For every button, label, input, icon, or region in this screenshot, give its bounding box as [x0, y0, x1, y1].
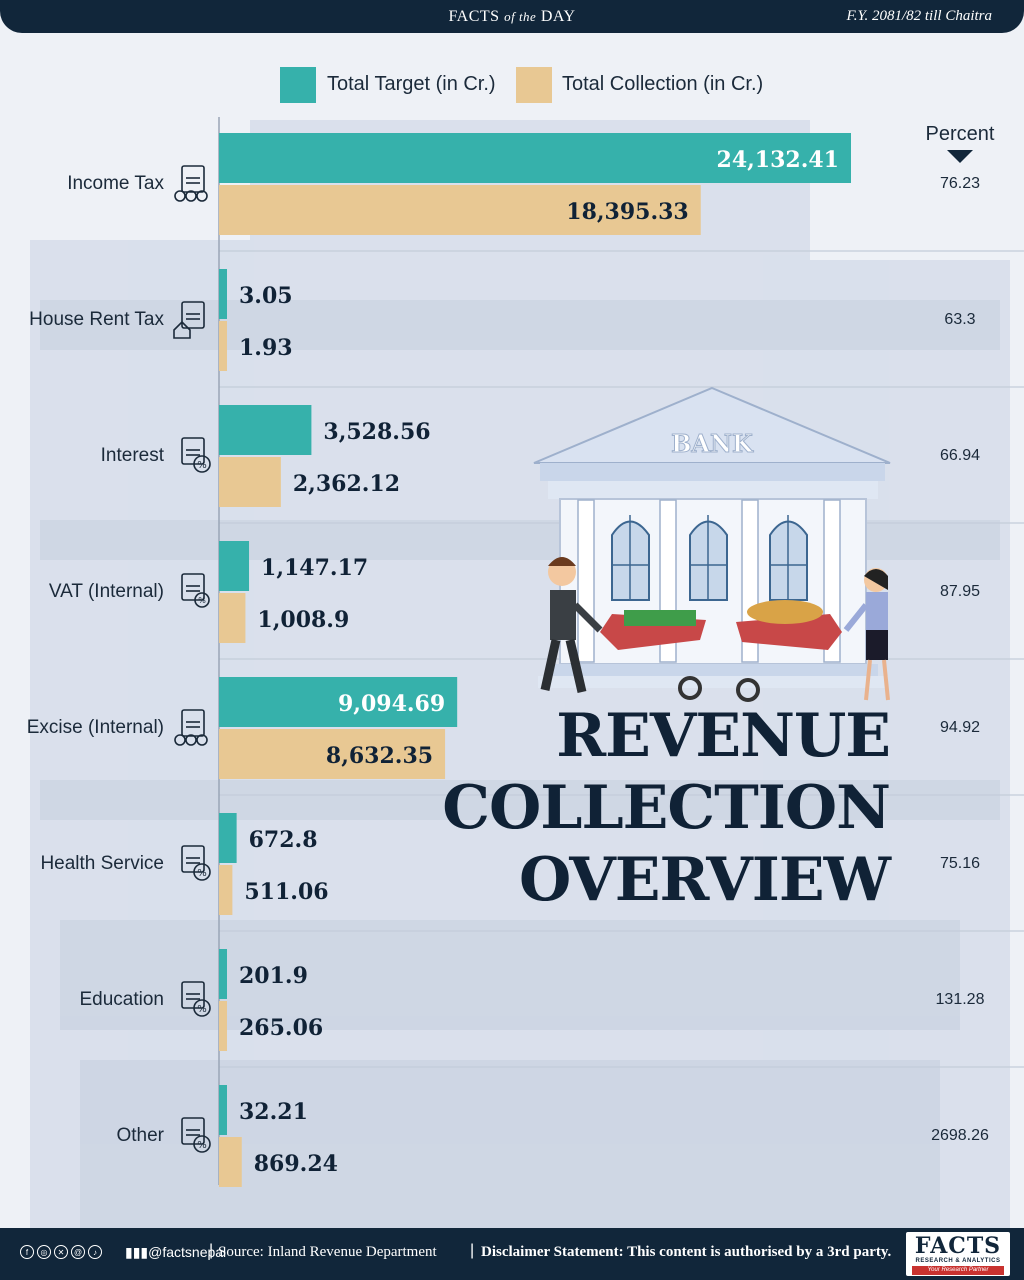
legend-label-collection: Total Collection (in Cr.)	[562, 73, 764, 95]
house-tax-icon	[173, 301, 205, 339]
legend-swatch-collection	[516, 67, 552, 103]
data-label-collection: 265.06	[239, 1015, 323, 1041]
data-label-target: 1,147.17	[261, 555, 368, 581]
footer-bar: f ◎ ✕ @ ♪ ▮▮▮@factsnepal | Source: Inlan…	[0, 1228, 1024, 1280]
data-label-collection: 1.93	[239, 335, 293, 361]
revenue-bar-chart: Percent Income Tax 24,132.41 18,395.33 76.23…	[27, 117, 1024, 1187]
data-label-target: 3.05	[239, 283, 293, 309]
instagram-icon[interactable]: ◎	[37, 1245, 51, 1259]
svg-text:%: %	[197, 868, 207, 879]
data-label-collection: 511.06	[244, 879, 328, 905]
category-label: Education	[79, 989, 164, 1010]
x-icon[interactable]: ✕	[54, 1245, 68, 1259]
data-label-target: 32.21	[239, 1099, 308, 1125]
data-label-collection: 2,362.12	[293, 471, 400, 497]
data-label-target: 672.8	[249, 827, 318, 853]
category-label: Interest	[101, 445, 165, 466]
chart-title: REVENUE COLLECTION OVERVIEW	[420, 700, 891, 916]
category-label: Other	[116, 1125, 164, 1146]
percent-value: 76.23	[940, 175, 980, 192]
title-line-1: REVENUE	[556, 701, 891, 771]
data-label-collection: 1,008.9	[257, 607, 349, 633]
category-label: House Rent Tax	[29, 309, 164, 330]
data-label-collection: 869.24	[254, 1151, 338, 1177]
source-text: Source: Inland Revenue Department	[218, 1244, 437, 1260]
title-line-3: OVERVIEW	[519, 845, 891, 915]
health-percent-icon: %	[181, 845, 211, 881]
svg-text:%: %	[197, 1004, 207, 1015]
brand-of-the: of the	[504, 9, 537, 24]
category-label: Income Tax	[67, 173, 164, 194]
bar-target	[219, 269, 227, 319]
bar-collection	[219, 729, 446, 779]
tax-coins-icon	[174, 709, 208, 746]
interest-percent-icon: %	[181, 437, 211, 473]
footer-separator-2: |	[470, 1242, 475, 1259]
category-label: VAT (Internal)	[49, 581, 164, 602]
bank-sign: BANK	[671, 429, 754, 458]
percent-value: 2698.26	[931, 1127, 989, 1144]
bar-target	[219, 949, 227, 999]
bar-collection	[219, 865, 233, 915]
social-icons: f ◎ ✕ @ ♪	[20, 1245, 102, 1259]
tax-coins-icon	[174, 165, 208, 202]
woman-pushing-cart-illustration	[736, 568, 890, 702]
percent-value: 66.94	[940, 447, 980, 464]
category-label: Excise (Internal)	[27, 717, 164, 738]
disclaimer-text: Disclaimer Statement: This content is au…	[481, 1244, 892, 1260]
bar-collection	[219, 593, 246, 643]
percent-value: 75.16	[940, 855, 980, 872]
social-handle[interactable]: ▮▮▮@factsnepal	[125, 1244, 227, 1260]
title-line-2: COLLECTION	[442, 773, 891, 843]
data-label-target: 9,094.69	[338, 691, 445, 717]
percent-value: 94.92	[940, 719, 980, 736]
data-label-target: 24,132.41	[717, 147, 839, 173]
percent-arrow-icon	[947, 150, 973, 163]
threads-icon[interactable]: @	[71, 1245, 85, 1259]
data-label-target: 3,528.56	[323, 419, 430, 445]
man-pushing-cart-illustration	[540, 557, 706, 700]
legend-label-target: Total Target (in Cr.)	[327, 73, 496, 95]
bar-collection	[219, 321, 227, 371]
bar-collection	[219, 1137, 242, 1187]
footer-separator-1: |	[209, 1242, 214, 1259]
category-label: Health Service	[40, 853, 164, 874]
bar-target	[219, 541, 250, 591]
svg-text:%: %	[198, 596, 206, 605]
data-label-collection: 8,632.35	[326, 743, 433, 769]
fiscal-period: F.Y. 2081/82 till Chaitra	[846, 8, 992, 24]
data-label-target: 201.9	[239, 963, 308, 989]
facts-logo: FACTS RESEARCH & ANALYTICS Your Research…	[906, 1232, 1010, 1276]
bar-chart-icon: ▮▮▮	[125, 1244, 149, 1260]
bar-target	[219, 405, 312, 455]
vat-document-icon: %	[181, 573, 210, 608]
education-percent-icon: %	[181, 981, 211, 1017]
percent-value: 87.95	[940, 583, 980, 600]
percent-value: 63.3	[944, 311, 975, 328]
data-label-collection: 18,395.33	[566, 199, 688, 225]
bar-collection	[219, 185, 701, 235]
bar-target	[219, 813, 237, 863]
facebook-icon[interactable]: f	[20, 1245, 34, 1259]
header-bar: FACTS of the DAY F.Y. 2081/82 till Chait…	[0, 0, 1024, 33]
svg-text:%: %	[197, 460, 207, 471]
percent-value: 131.28	[936, 991, 985, 1008]
tiktok-icon[interactable]: ♪	[88, 1245, 102, 1259]
legend-swatch-target	[280, 67, 316, 103]
bar-target	[219, 1085, 227, 1135]
svg-text:%: %	[197, 1140, 207, 1151]
brand-title: FACTS of the DAY	[0, 8, 1024, 26]
bar-collection	[219, 1001, 227, 1051]
brand-main: FACTS	[448, 8, 500, 25]
bar-target	[219, 133, 851, 183]
percent-header: Percent	[926, 123, 995, 145]
bar-collection	[219, 457, 281, 507]
brand-day: DAY	[540, 8, 576, 25]
bar-target	[219, 677, 458, 727]
tax-bag-icon: %	[181, 1117, 211, 1153]
